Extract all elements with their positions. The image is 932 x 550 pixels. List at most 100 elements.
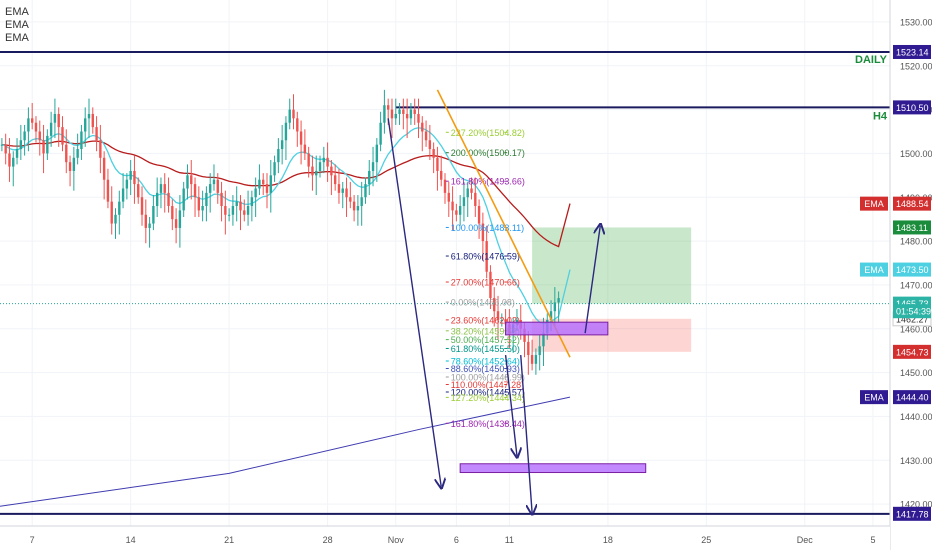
candle-body bbox=[357, 206, 359, 210]
price-axis-value: 1483.11 bbox=[896, 223, 928, 233]
candle-body bbox=[345, 188, 347, 197]
legend-ema-1[interactable]: EMA bbox=[5, 6, 29, 19]
candle-body bbox=[557, 298, 559, 302]
candle-body bbox=[251, 197, 253, 206]
candle-body bbox=[1, 145, 3, 146]
candle-body bbox=[220, 193, 222, 206]
candle-body bbox=[402, 110, 404, 114]
x-tick-label: 18 bbox=[603, 535, 613, 545]
target-zone bbox=[532, 227, 691, 303]
candle-body bbox=[391, 110, 393, 119]
candle-body bbox=[103, 158, 105, 180]
candle-body bbox=[118, 202, 120, 215]
candle-body bbox=[474, 193, 476, 206]
candle-body bbox=[54, 114, 56, 123]
candle-body bbox=[538, 346, 540, 355]
candle-body bbox=[376, 145, 378, 163]
y-tick-label: 1470.00 bbox=[900, 280, 932, 290]
candle-body bbox=[186, 175, 188, 188]
candle-body bbox=[334, 175, 336, 184]
price-axis-value: 1444.40 bbox=[896, 393, 929, 403]
fib-level-label: 127.20%(1444.34) bbox=[451, 393, 525, 403]
candle-body bbox=[61, 127, 63, 145]
candle-body bbox=[42, 140, 44, 153]
candle-body bbox=[50, 123, 52, 136]
fib-level-label: 161.80%(1493.66) bbox=[451, 177, 525, 187]
candle-body bbox=[167, 193, 169, 206]
candle-body bbox=[20, 140, 22, 149]
x-tick-label: 25 bbox=[701, 535, 711, 545]
fib-level-label: 61.80%(1476.59) bbox=[451, 252, 520, 262]
candle-body bbox=[209, 184, 211, 193]
candle-body bbox=[266, 184, 268, 193]
candle-body bbox=[182, 188, 184, 210]
y-tick-label: 1500.00 bbox=[900, 149, 932, 159]
candle-body bbox=[410, 110, 412, 119]
candle-body bbox=[277, 149, 279, 162]
candle-body bbox=[300, 132, 302, 145]
legend-ema-2[interactable]: EMA bbox=[5, 19, 29, 32]
price-axis-value: 1454.73 bbox=[896, 347, 929, 357]
x-tick-label: 7 bbox=[30, 535, 35, 545]
candle-body bbox=[417, 114, 419, 123]
y-tick-label: 1430.00 bbox=[900, 456, 932, 466]
candle-body bbox=[16, 149, 18, 158]
candle-body bbox=[360, 197, 362, 206]
candle-body bbox=[171, 206, 173, 219]
candle-body bbox=[429, 140, 431, 149]
candle-body bbox=[58, 114, 60, 127]
x-tick-label: 11 bbox=[505, 535, 514, 545]
legend-ema-3[interactable]: EMA bbox=[5, 32, 29, 45]
candle-body bbox=[145, 215, 147, 228]
ema-axis-text: EMA bbox=[864, 265, 884, 275]
y-tick-label: 1530.00 bbox=[900, 17, 932, 27]
candle-body bbox=[160, 184, 162, 193]
level-axis-value: 1510.50 bbox=[896, 103, 929, 113]
candle-body bbox=[69, 162, 71, 171]
candle-body bbox=[84, 118, 86, 131]
candle-body bbox=[205, 193, 207, 206]
candle-body bbox=[8, 153, 10, 166]
candle-body bbox=[379, 123, 381, 145]
candle-body bbox=[330, 167, 332, 176]
candle-body bbox=[368, 171, 370, 184]
candle-body bbox=[73, 158, 75, 171]
candle-body bbox=[228, 215, 230, 216]
candle-body bbox=[243, 210, 245, 214]
y-tick-label: 1440.00 bbox=[900, 412, 932, 422]
y-tick-label: 1520.00 bbox=[900, 61, 932, 71]
candle-body bbox=[114, 215, 116, 224]
candle-body bbox=[217, 180, 219, 193]
x-tick-label: Nov bbox=[388, 535, 405, 545]
candle-body bbox=[247, 206, 249, 215]
candle-body bbox=[311, 167, 313, 176]
candle-body bbox=[554, 302, 556, 311]
candle-body bbox=[194, 184, 196, 197]
daily-label: DAILY bbox=[855, 54, 888, 66]
down-arrow-3 bbox=[521, 355, 532, 513]
candle-body bbox=[296, 118, 298, 131]
h4-label: H4 bbox=[873, 110, 888, 122]
candle-body bbox=[239, 202, 241, 211]
candle-body bbox=[395, 114, 397, 118]
x-tick-label: 6 bbox=[454, 535, 459, 545]
fib-level-label: 61.80%(1455.50) bbox=[451, 344, 520, 354]
candle-body bbox=[527, 342, 529, 355]
candle-body bbox=[107, 180, 109, 202]
candle-body bbox=[338, 184, 340, 193]
candle-body bbox=[12, 158, 14, 167]
candle-body bbox=[198, 197, 200, 210]
x-tick-label: Dec bbox=[797, 535, 814, 545]
candle-body bbox=[372, 162, 374, 171]
candle-body bbox=[141, 197, 143, 215]
candle-body bbox=[236, 202, 238, 206]
x-tick-label: 14 bbox=[126, 535, 136, 545]
candle-body bbox=[258, 180, 260, 189]
candle-body bbox=[406, 114, 408, 118]
x-tick-label: 5 bbox=[870, 535, 875, 545]
candle-body bbox=[281, 140, 283, 149]
candle-body bbox=[364, 184, 366, 197]
candle-body bbox=[156, 193, 158, 206]
candle-body bbox=[39, 132, 41, 141]
